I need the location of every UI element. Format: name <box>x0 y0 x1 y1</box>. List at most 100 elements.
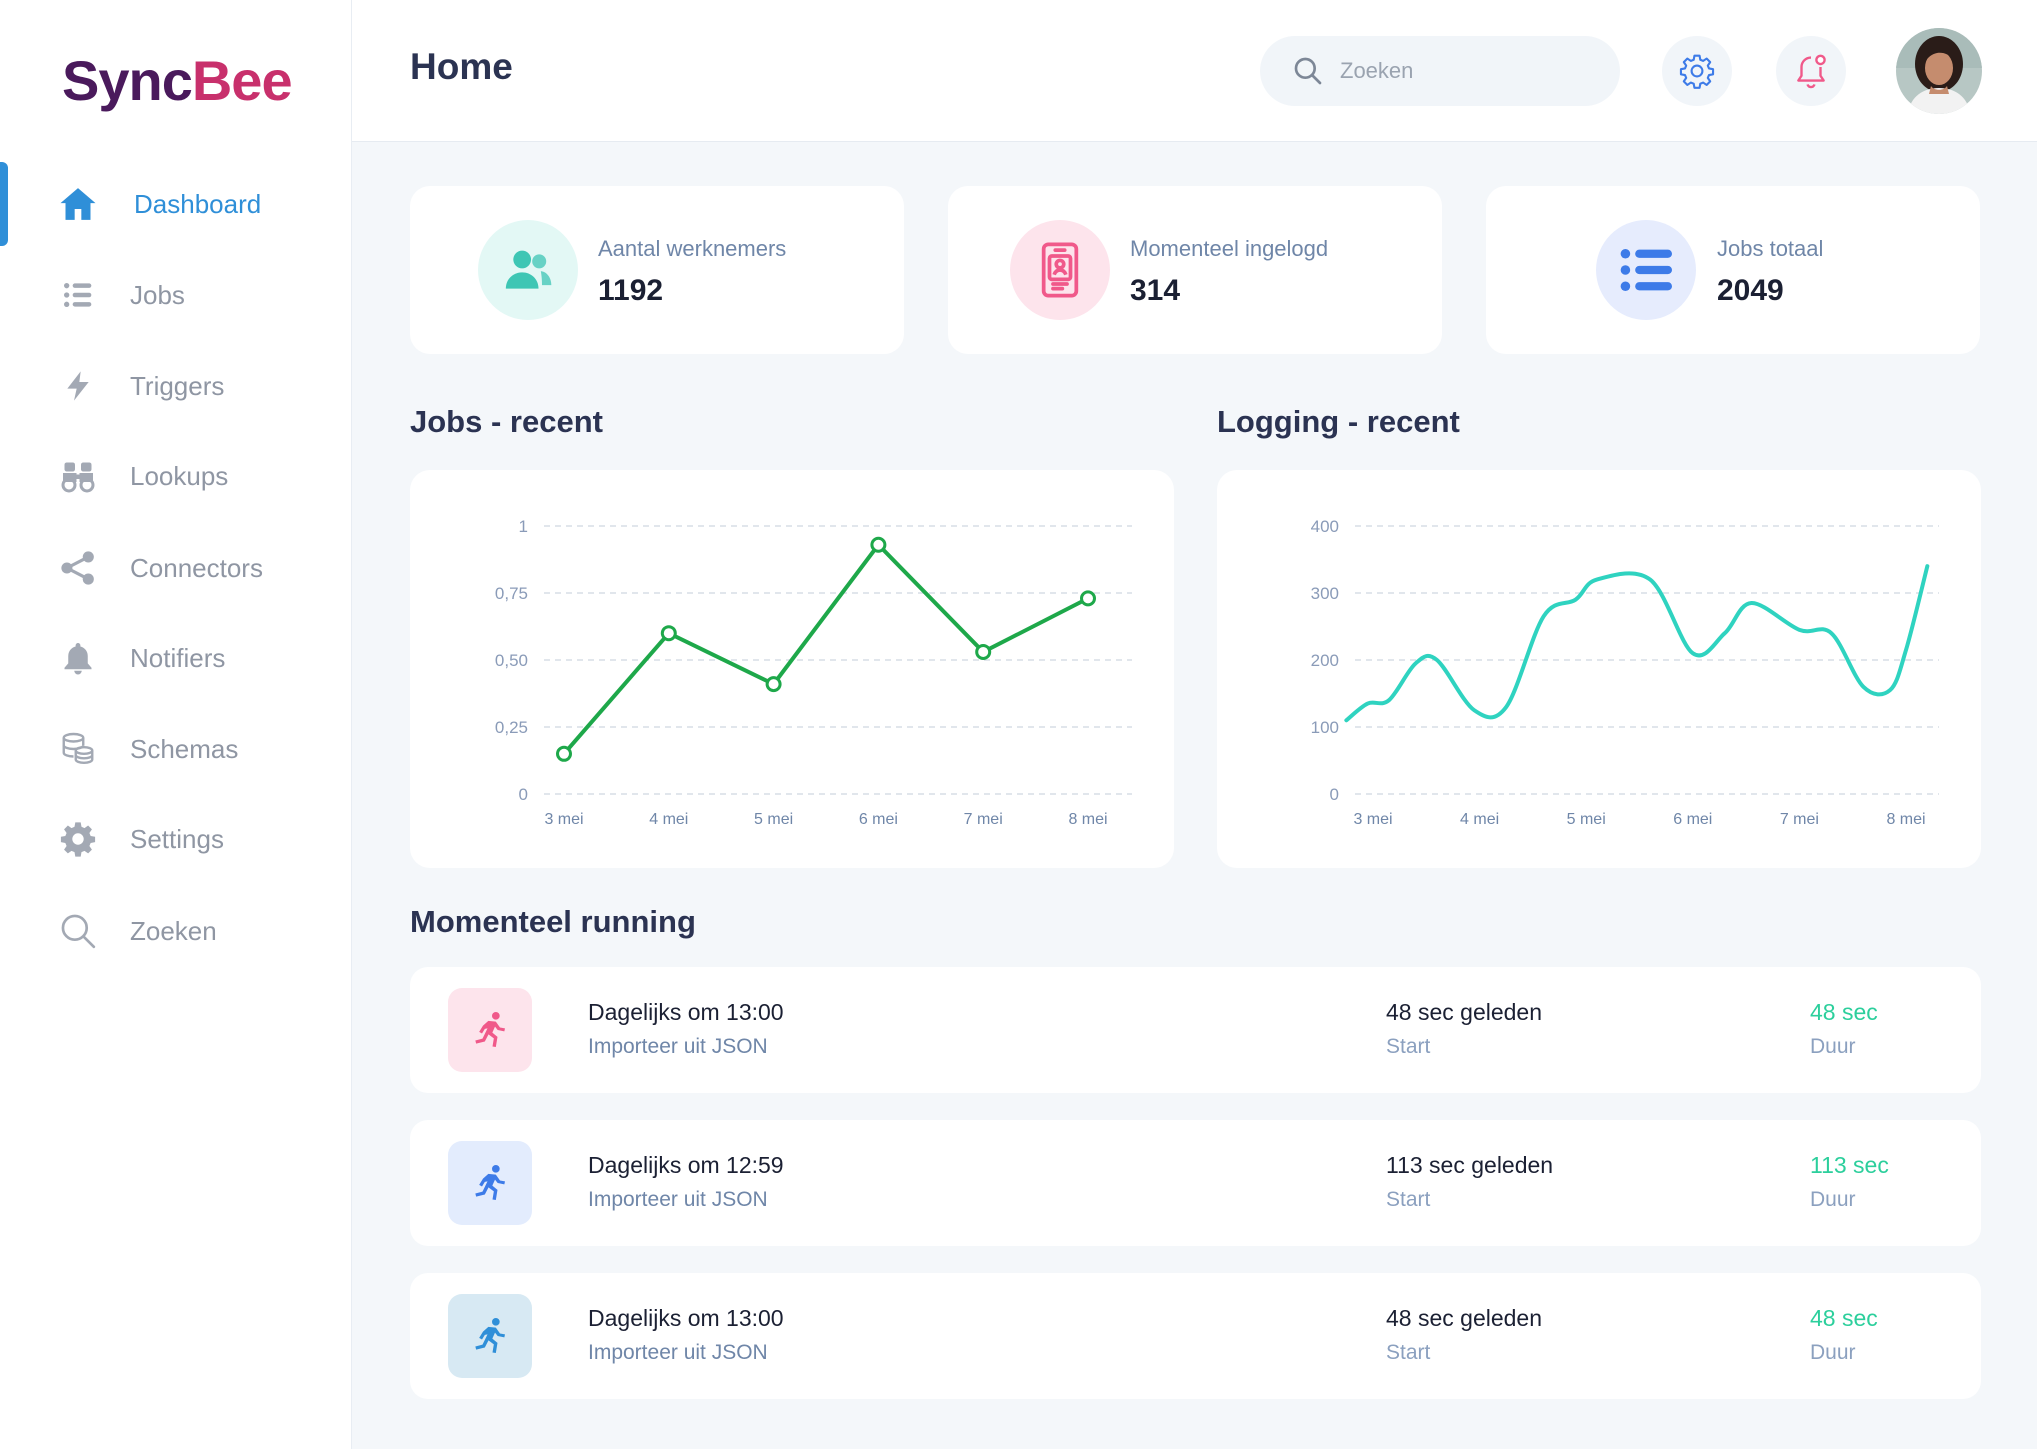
list-icon <box>1596 220 1696 320</box>
x-tick-label: 8 mei <box>1068 811 1107 828</box>
sidebar-item-settings[interactable]: Settings <box>0 797 352 881</box>
home-icon <box>56 182 100 226</box>
job-duration: 48 sec <box>1810 1305 1878 1331</box>
stat-value: 2049 <box>1717 274 1784 307</box>
job-title: Dagelijks om 13:00 <box>588 999 784 1025</box>
active-nav-indicator <box>0 162 8 246</box>
x-tick-label: 3 mei <box>1353 811 1392 828</box>
sidebar-item-connectors[interactable]: Connectors <box>0 526 352 610</box>
running-person-icon <box>448 988 532 1072</box>
gear-icon <box>56 817 100 861</box>
job-duration: 113 sec <box>1810 1152 1889 1178</box>
job-duration: 48 sec <box>1810 999 1878 1025</box>
y-tick-label: 0 <box>1330 785 1339 804</box>
x-tick-label: 5 mei <box>754 811 793 828</box>
y-tick-label: 1 <box>519 517 528 536</box>
x-tick-label: 8 mei <box>1886 811 1925 828</box>
app-logo[interactable]: SyncBee <box>62 46 293 116</box>
y-tick-label: 0,50 <box>495 651 528 670</box>
sidebar-item-label: Zoeken <box>130 915 217 946</box>
y-tick-label: 400 <box>1311 517 1339 536</box>
stat-card-ingelogd: Momenteel ingelogd 314 <box>948 186 1442 354</box>
stat-label: Jobs totaal <box>1717 236 1824 261</box>
jobs-recent-chart-svg: 0 0,25 0,50 0,75 1 3 mei 4 mei 5 mei 6 mei 7 mei 8… <box>495 517 1132 828</box>
x-tick-label: 6 mei <box>859 811 898 828</box>
x-tick-label: 3 mei <box>544 811 583 828</box>
y-tick-label: 200 <box>1311 651 1339 670</box>
stat-card-jobs-totaal: Jobs totaal 2049 <box>1486 186 1980 354</box>
job-start-label: Start <box>1386 1341 1431 1364</box>
logging-recent-chart: 0 100 200 300 400 3 mei 4 mei 5 mei 6 mei 7 mei 8 … <box>1217 470 1981 868</box>
sidebar-item-label: Jobs <box>130 279 185 310</box>
x-tick-label: 6 mei <box>1673 811 1712 828</box>
stat-value: 314 <box>1130 274 1181 307</box>
section-title-running: Momenteel running <box>410 904 696 939</box>
sidebar-item-dashboard[interactable]: Dashboard <box>0 162 352 246</box>
bell-notification-icon <box>1797 54 1826 89</box>
jobs-recent-chart: 0 0,25 0,50 0,75 1 3 mei 4 mei 5 mei 6 mei 7 mei 8… <box>410 470 1174 868</box>
sidebar-item-label: Dashboard <box>134 188 262 219</box>
series-line <box>1344 564 1930 723</box>
job-subtitle: Importeer uit JSON <box>588 1341 768 1364</box>
data-point <box>556 745 572 762</box>
y-tick-label: 100 <box>1311 718 1339 737</box>
job-subtitle: Importeer uit JSON <box>588 1035 768 1058</box>
bell-icon <box>56 636 100 680</box>
sidebar-item-schemas[interactable]: Schemas <box>0 707 352 791</box>
mobile-id-icon <box>1010 220 1110 320</box>
sidebar-item-jobs[interactable]: Jobs <box>0 253 352 337</box>
y-tick-label: 0,25 <box>495 718 528 737</box>
stat-label: Momenteel ingelogd <box>1130 236 1329 261</box>
notifications-button[interactable] <box>1776 36 1846 106</box>
lightning-icon <box>56 364 100 408</box>
data-point <box>1080 590 1096 607</box>
page-title: Home <box>410 46 513 87</box>
job-start-time: 48 sec geleden <box>1386 1305 1543 1331</box>
settings-button[interactable] <box>1662 36 1732 106</box>
series-line <box>562 542 1089 756</box>
running-job-row[interactable]: Dagelijks om 13:00 Importeer uit JSON 48… <box>410 1273 1981 1399</box>
search-bar[interactable] <box>1260 36 1620 106</box>
job-start-label: Start <box>1386 1188 1431 1211</box>
logo-part-sync: Sync <box>62 49 193 112</box>
y-tick-label: 300 <box>1311 584 1339 603</box>
x-tick-label: 4 mei <box>649 811 688 828</box>
sidebar: SyncBee Dashboard Jobs Triggers Lookups … <box>0 0 352 1449</box>
data-point <box>870 536 887 553</box>
running-person-icon <box>448 1294 532 1378</box>
share-icon <box>56 546 100 590</box>
job-start-time: 113 sec geleden <box>1386 1152 1554 1178</box>
binoculars-icon <box>56 454 100 498</box>
running-job-row[interactable]: Dagelijks om 12:59 Importeer uit JSON 11… <box>410 1120 1981 1246</box>
x-tick-label: 5 mei <box>1567 811 1606 828</box>
job-start-time: 48 sec geleden <box>1386 999 1543 1025</box>
job-duration-label: Duur <box>1810 1188 1856 1211</box>
list-icon <box>56 273 100 317</box>
sidebar-item-notifiers[interactable]: Notifiers <box>0 616 352 700</box>
sidebar-item-label: Lookups <box>130 460 229 491</box>
stat-value: 1192 <box>598 274 664 307</box>
x-tick-label: 4 mei <box>1460 811 1499 828</box>
avatar[interactable] <box>1896 28 1982 114</box>
database-icon <box>56 727 100 771</box>
y-tick-label: 0 <box>519 785 528 804</box>
sidebar-item-triggers[interactable]: Triggers <box>0 344 352 428</box>
gear-icon <box>1679 54 1715 89</box>
data-point <box>660 625 677 642</box>
section-title-logging-recent: Logging - recent <box>1217 404 1460 439</box>
sidebar-item-lookups[interactable]: Lookups <box>0 434 352 518</box>
section-title-jobs-recent: Jobs - recent <box>410 404 603 439</box>
job-title: Dagelijks om 12:59 <box>588 1152 784 1178</box>
sidebar-item-zoeken[interactable]: Zoeken <box>0 889 352 973</box>
running-person-icon <box>448 1141 532 1225</box>
sidebar-item-label: Schemas <box>130 733 239 764</box>
search-input[interactable] <box>1340 58 1600 84</box>
logo-part-bee: Bee <box>191 49 293 112</box>
y-tick-label: 0,75 <box>495 584 528 603</box>
job-start-label: Start <box>1386 1035 1431 1058</box>
sidebar-item-label: Settings <box>130 823 224 854</box>
job-duration-label: Duur <box>1810 1341 1856 1364</box>
search-icon <box>1294 57 1322 85</box>
logging-recent-chart-svg: 0 100 200 300 400 3 mei 4 mei 5 mei 6 mei 7 mei 8 … <box>1311 517 1939 828</box>
running-job-row[interactable]: Dagelijks om 13:00 Importeer uit JSON 48… <box>410 967 1981 1093</box>
